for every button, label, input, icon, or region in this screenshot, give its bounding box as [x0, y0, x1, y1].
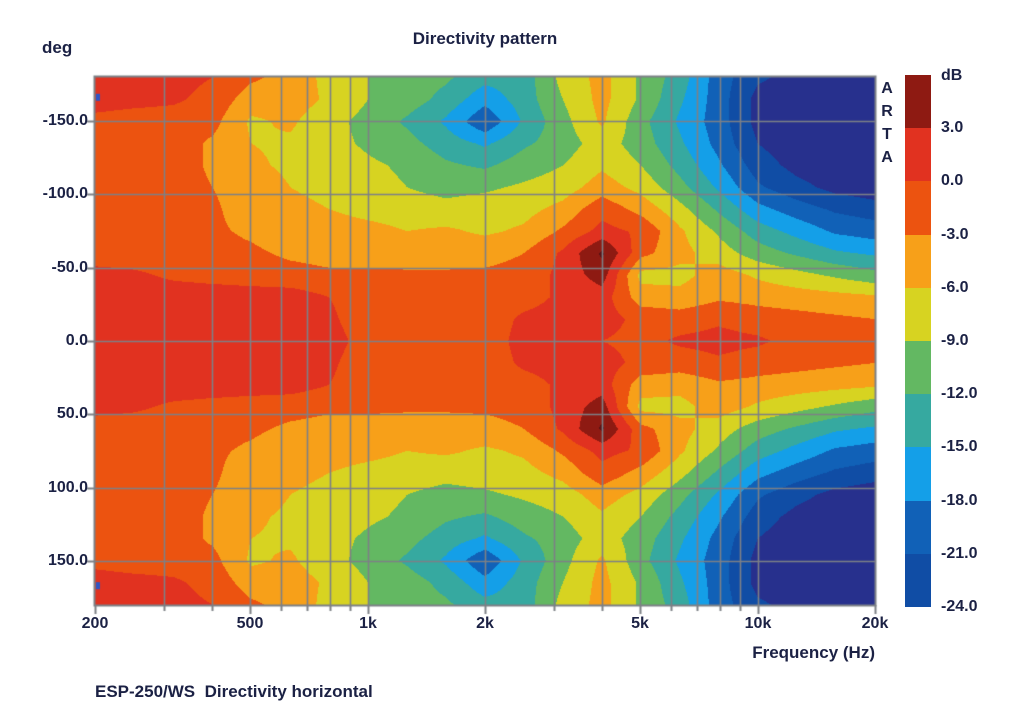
colorbar-tick-label: -3.0 — [941, 226, 969, 243]
y-tick-label: -100.0 — [42, 185, 88, 202]
colorbar-tick-label: -21.0 — [941, 545, 978, 562]
colorbar-segment — [905, 287, 931, 342]
colorbar-tick-label: -15.0 — [941, 438, 978, 455]
colorbar-segment — [905, 234, 931, 288]
colorbar-tick-label: -18.0 — [941, 492, 978, 509]
colorbar — [905, 75, 931, 608]
y-tick-label: -50.0 — [51, 259, 88, 276]
colorbar-tick-label: -12.0 — [941, 385, 978, 402]
arta-watermark: A R T A — [881, 80, 893, 166]
x-tick-label: 200 — [81, 615, 109, 632]
y-tick-label: -150.0 — [42, 112, 88, 129]
colorbar-segment — [905, 341, 931, 395]
x-tick-label: 20k — [861, 615, 889, 632]
x-tick-label: 10k — [744, 615, 772, 632]
colorbar-segment — [905, 181, 931, 235]
colorbar-tick-label: -6.0 — [941, 279, 969, 296]
colorbar-segment — [905, 394, 931, 448]
y-tick-label: 100.0 — [47, 479, 88, 496]
colorbar-tick-label: 3.0 — [941, 119, 964, 136]
x-tick-label: 2k — [476, 615, 494, 632]
y-tick-label: 150.0 — [47, 552, 88, 569]
colorbar-tick-label: -9.0 — [941, 332, 969, 349]
y-tick-label: 50.0 — [56, 405, 88, 422]
colorbar-segment — [905, 128, 931, 182]
colorbar-segment — [905, 75, 931, 129]
y-axis-unit-label: deg — [42, 38, 73, 57]
x-tick-label: 5k — [631, 615, 649, 632]
page-title: Directivity pattern — [412, 29, 558, 48]
x-axis-label: Frequency (Hz) — [752, 643, 875, 662]
colorbar-tick-label: -24.0 — [941, 598, 978, 615]
colorbar-segment — [905, 500, 931, 554]
x-tick-label: 500 — [236, 615, 264, 632]
y-tick-label: 0.0 — [65, 332, 88, 349]
colorbar-tick-label: 0.0 — [941, 172, 964, 189]
colorbar-segment — [905, 447, 931, 501]
caption: ESP-250/WS Directivity horizontal — [95, 682, 373, 701]
colorbar-segment — [905, 553, 931, 608]
colorbar-unit-label: dB — [941, 67, 963, 84]
x-tick-label: 1k — [359, 615, 377, 632]
